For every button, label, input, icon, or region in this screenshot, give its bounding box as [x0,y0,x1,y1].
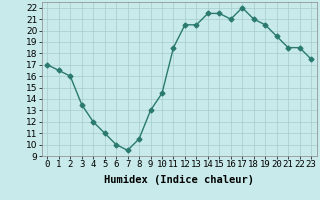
X-axis label: Humidex (Indice chaleur): Humidex (Indice chaleur) [104,175,254,185]
